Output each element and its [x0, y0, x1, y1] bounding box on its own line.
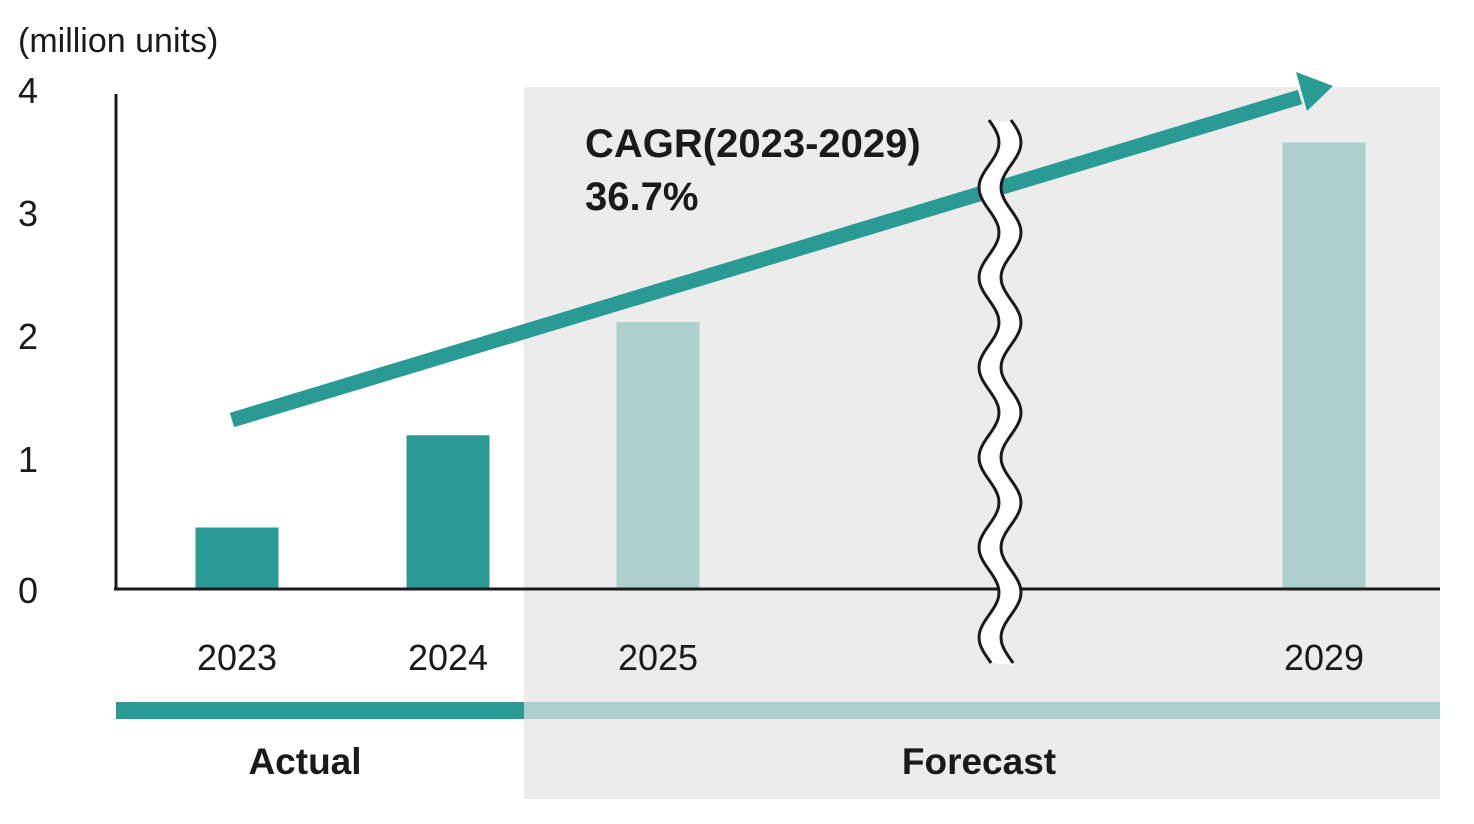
axis-break-left-wave [977, 119, 1001, 664]
bar-2023 [195, 527, 279, 589]
x-tick-label-2025: 2025 [618, 637, 698, 678]
x-tick-label-2023: 2023 [197, 637, 277, 678]
forecast-period-band [524, 702, 1440, 719]
y-tick-label: 1 [18, 439, 38, 480]
cagr-arrow-shaft [229, 89, 1303, 428]
forecast-period-label: Forecast [902, 741, 1056, 782]
bar-2029 [1282, 142, 1366, 589]
actual-period-band [116, 702, 524, 719]
y-tick-label: 3 [18, 193, 38, 234]
cagr-arrow-head [1296, 72, 1333, 111]
x-tick-label-2024: 2024 [408, 637, 488, 678]
cagr-annotation-title: CAGR(2023-2029) [585, 122, 921, 166]
cagr-trend-arrow [229, 72, 1333, 428]
y-tick-label: 0 [18, 570, 38, 611]
y-tick-label: 2 [18, 316, 38, 357]
axis-break-symbol [977, 119, 1023, 665]
x-tick-label-2029: 2029 [1284, 637, 1364, 678]
bar-2025 [616, 322, 700, 589]
x-tick-labels: 2023 2024 2025 2029 [197, 637, 1364, 678]
axis-break-right-wave [999, 119, 1023, 664]
y-axis-unit-label: (million units) [18, 22, 218, 60]
cagr-annotation-value: 36.7% [585, 175, 698, 219]
actual-period-label: Actual [248, 741, 361, 782]
y-tick-labels: 0 1 2 3 4 [18, 70, 38, 611]
bar-2024 [406, 435, 490, 589]
y-tick-label: 4 [18, 70, 38, 111]
bars [195, 142, 1366, 589]
